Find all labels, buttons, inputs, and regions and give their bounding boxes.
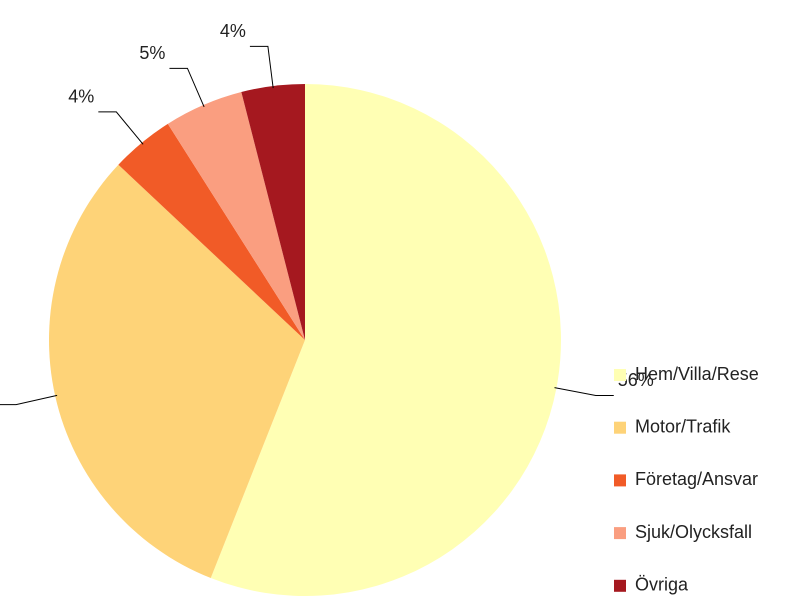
data-label: 4% (68, 87, 94, 107)
pie-slice (210, 84, 562, 597)
leader-line (249, 45, 274, 89)
legend-swatch (614, 527, 626, 540)
legend-label: Motor/Trafik (635, 416, 731, 436)
leader-line (0, 394, 58, 406)
data-label: 5% (139, 43, 165, 63)
legend-label: Företag/Ansvar (635, 469, 758, 489)
data-label: 56% (618, 370, 654, 390)
leader-line (98, 111, 144, 145)
legend-swatch (614, 369, 626, 381)
pie-slice (241, 84, 305, 340)
pie-slice (167, 92, 305, 340)
legend-swatch (614, 421, 626, 434)
legend-swatch (614, 579, 626, 592)
legend-label: Övriga (635, 575, 689, 595)
legend-swatch (614, 474, 626, 487)
legend-label: Hem/Villa/Rese (635, 364, 759, 384)
leader-line (554, 387, 614, 396)
pie-slice (48, 164, 305, 579)
data-label: 4% (220, 21, 246, 41)
leader-line (169, 67, 205, 108)
pie-slice (118, 123, 305, 340)
legend-label: Sjuk/Olycksfall (635, 522, 752, 542)
